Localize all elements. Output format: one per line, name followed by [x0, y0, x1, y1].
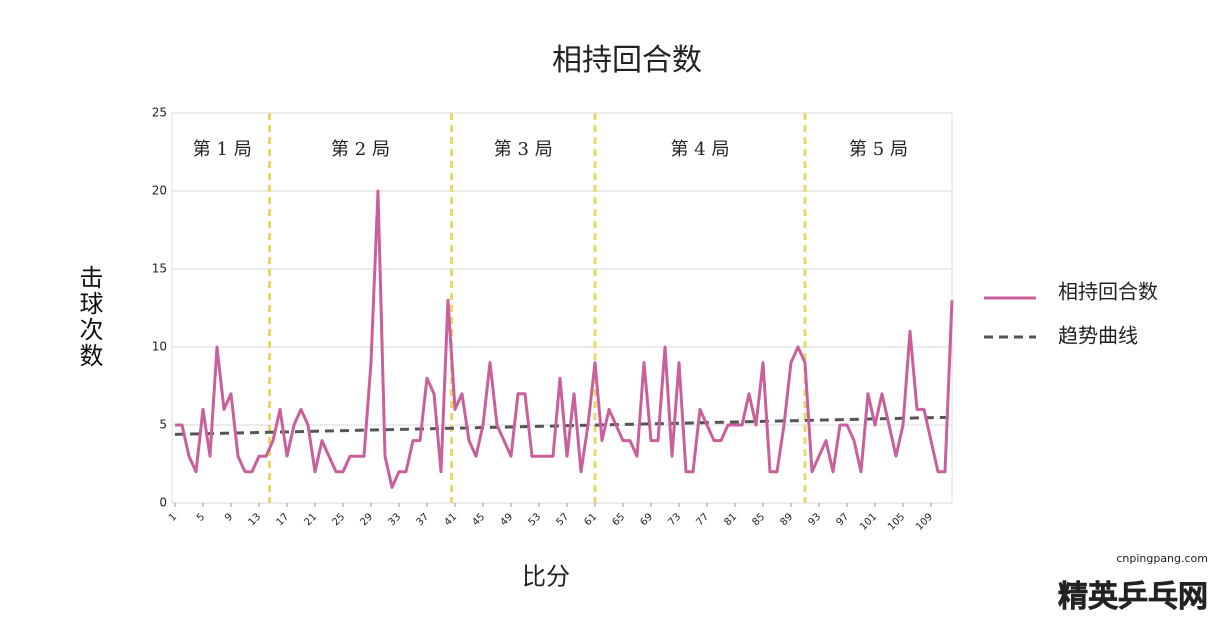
x-tick-label: 109 — [914, 511, 935, 532]
y-tick-label: 25 — [152, 106, 167, 120]
x-tick-label: 73 — [666, 511, 683, 528]
x-tick-label: 49 — [498, 511, 515, 528]
y-axis-label: 击球次数 — [75, 265, 103, 369]
x-tick-label: 21 — [302, 511, 319, 528]
x-tick-label: 45 — [470, 511, 487, 528]
x-tick-label: 33 — [386, 511, 403, 528]
y-tick-label: 5 — [159, 418, 167, 432]
game-label: 第 4 局 — [671, 139, 730, 160]
data-line — [175, 189, 954, 489]
x-tick-label: 1 — [167, 511, 179, 523]
y-tick-label: 20 — [152, 184, 167, 198]
x-tick-label: 97 — [834, 511, 851, 528]
x-tick-label: 37 — [414, 511, 431, 528]
x-tick-label: 41 — [442, 511, 459, 528]
legend-label: 趋势曲线 — [1058, 324, 1138, 348]
x-tick-label: 65 — [610, 511, 627, 528]
x-tick-label: 57 — [554, 511, 571, 528]
x-tick-label: 69 — [638, 511, 655, 528]
y-tick-label: 0 — [159, 496, 167, 510]
x-tick-label: 5 — [195, 511, 207, 523]
x-tick-label: 13 — [246, 511, 263, 528]
game-label: 第 2 局 — [331, 139, 390, 160]
x-tick-label: 17 — [274, 511, 291, 528]
x-tick-label: 85 — [750, 511, 767, 528]
x-tick-label: 53 — [526, 511, 543, 528]
legend-label: 相持回合数 — [1058, 280, 1158, 304]
game-label: 第 3 局 — [494, 139, 553, 160]
x-tick-label: 81 — [722, 511, 739, 528]
y-tick-label: 15 — [152, 262, 167, 276]
x-axis-label: 比分 — [522, 563, 570, 591]
x-tick-label: 101 — [858, 511, 879, 532]
x-tick-label: 89 — [778, 511, 795, 528]
y-tick-label: 10 — [152, 340, 167, 354]
watermark: 精英乒乓网 — [1058, 580, 1208, 615]
x-tick-label: 9 — [223, 511, 235, 523]
chart-title: 相持回合数 — [552, 43, 702, 78]
x-tick-label: 105 — [886, 511, 907, 532]
x-tick-label: 93 — [806, 511, 823, 528]
game-label: 第 5 局 — [849, 139, 908, 160]
x-tick-label: 29 — [358, 511, 375, 528]
game-label: 第 1 局 — [193, 139, 252, 160]
x-tick-label: 77 — [694, 511, 711, 528]
watermark: cnpingpang.com — [1116, 552, 1208, 565]
x-tick-label: 25 — [330, 511, 347, 528]
trend-line — [174, 415, 953, 436]
x-tick-label: 61 — [582, 511, 599, 528]
